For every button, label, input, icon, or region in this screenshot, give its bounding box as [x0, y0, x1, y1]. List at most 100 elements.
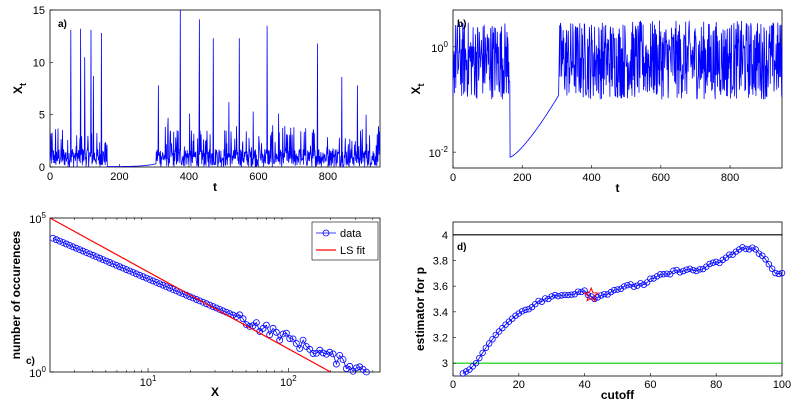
panel-d-data-point [551, 291, 559, 299]
panel-c-data-point [279, 330, 287, 338]
panel-b-xtick-label: 400 [582, 172, 600, 184]
panel-b-xtick-label: 200 [513, 172, 531, 184]
panel-d-xtick-label: 20 [513, 379, 525, 391]
panel-c-data-point [209, 303, 217, 310]
panel-c-data-point [142, 274, 150, 282]
panel-d-data-point [650, 275, 657, 282]
panel-d-data-point [611, 286, 618, 294]
panel-d-data-point [555, 292, 562, 300]
panel-c-data-point [136, 271, 144, 279]
panel-d-data-point [739, 244, 746, 251]
panel-c-tag: c) [26, 356, 35, 367]
panel-d-xtick-label: 0 [450, 379, 456, 391]
panel-c-data-point [282, 329, 290, 337]
panel-d-xtick-label: 100 [773, 379, 791, 391]
panel-c-data-point [346, 362, 354, 370]
panel-b-series-line [452, 20, 783, 158]
panel-d-data-point [476, 354, 483, 362]
panel-c-data-point [52, 236, 60, 244]
panel-a-ytick-label: 5 [39, 110, 45, 122]
panel-b-ytick-label: 10-2 [429, 145, 449, 160]
panel-c-data-point [129, 269, 137, 276]
panel-d-data-point [673, 266, 680, 274]
panel-d-data-point [660, 271, 667, 278]
panel-c-ytick-label: 100 [29, 365, 46, 380]
panel-d-data-point [772, 269, 779, 277]
panel-d-data-point [752, 246, 759, 253]
panel-a-ylabel: Xt [11, 83, 28, 94]
panel-c-data-point [342, 365, 350, 372]
panel-c-data-point [339, 356, 347, 363]
panel-c-legend-fit-label: LS fit [340, 245, 365, 257]
panel-d-data-point [686, 265, 694, 272]
panel-c-data-point [59, 239, 67, 246]
panel-c-data-point [102, 257, 110, 265]
panel-c-data-point [96, 254, 104, 262]
panel-d-data-point [495, 328, 503, 335]
panel-d-data-point [742, 245, 750, 253]
panel-c-data-point [272, 328, 280, 336]
panel-d-tag: d) [457, 242, 466, 253]
panel-d-data-point [643, 279, 651, 286]
panel-c-data-point [76, 246, 84, 254]
panel-d-data-point [676, 269, 684, 276]
panel-d-data-point [482, 344, 490, 351]
panel-c-data-point [166, 284, 174, 292]
panel-c-ylabel: number of occurences [9, 230, 23, 359]
panel-d-xlabel: cutoff [601, 388, 635, 402]
panel-c-data-point [202, 300, 210, 308]
panel-a-xtick-label: 200 [110, 171, 128, 183]
panel-a-xtick-label: 400 [180, 171, 198, 183]
panel-d-xtick-label: 60 [644, 379, 656, 391]
panel-c-data-point [92, 253, 100, 261]
panel-d-data-point [726, 251, 733, 258]
panel-d-data-point [755, 250, 763, 257]
panel-c-data-point [329, 350, 337, 358]
panel-c-data-point [126, 267, 134, 275]
panel-d-data-point [469, 363, 476, 370]
panel-d-data-point [749, 244, 756, 251]
panel-c-data-point [196, 297, 204, 305]
panel-d-data-point [535, 297, 542, 305]
panel-d-data-point [768, 265, 776, 272]
panel-c-data-point [56, 237, 64, 245]
panel-c-data-point [72, 244, 80, 252]
panel-c-data-point [66, 241, 74, 249]
panel-d-xtick-label: 40 [578, 379, 590, 391]
panel-d-data-point [719, 256, 726, 264]
panel-d-data-point [541, 295, 549, 302]
panel-d-data-point [630, 283, 638, 290]
panel-c-data-point [266, 331, 274, 339]
panel-c-data-point [319, 349, 327, 357]
panel-d-data-point [634, 282, 641, 289]
panel-d-data-point [594, 294, 601, 301]
panel-c-data-point [49, 234, 57, 242]
panel-d-data-point [670, 267, 677, 274]
panel-d-data-point [736, 246, 743, 253]
panel-d-data-point [485, 340, 493, 347]
panel-d-data-point [574, 288, 582, 295]
panel-d-data-point [515, 310, 522, 317]
panel-b-ytick-label: 100 [431, 40, 448, 55]
panel-d-data-point [778, 269, 786, 277]
panel-c-legend-data-marker [322, 229, 330, 237]
panel-c-data-point [326, 348, 334, 356]
panel-c-data-point [146, 276, 154, 283]
panel-c-data-point [69, 243, 77, 251]
panel-c-data-point [322, 350, 330, 358]
panel-c-data-point [269, 324, 277, 332]
panel-c-data-point [159, 281, 167, 289]
panel-d-ytick-label: 3.8 [433, 256, 448, 268]
panel-d-ytick-label: 3 [442, 358, 448, 370]
panel-d-data-point [466, 366, 473, 373]
panel-a-xtick-label: 600 [249, 171, 267, 183]
panel-d-ylabel: estimator for p [413, 267, 427, 351]
panel-d-data-point [472, 359, 480, 367]
panel-c-legend-box [311, 221, 379, 261]
panel-a-xtick-label: 0 [47, 171, 53, 183]
panel-d-xtick-label: 80 [710, 379, 722, 391]
panel-d-data-point [683, 266, 690, 273]
panel-d-data-point [745, 246, 753, 253]
panel-d-data-point [706, 260, 713, 268]
